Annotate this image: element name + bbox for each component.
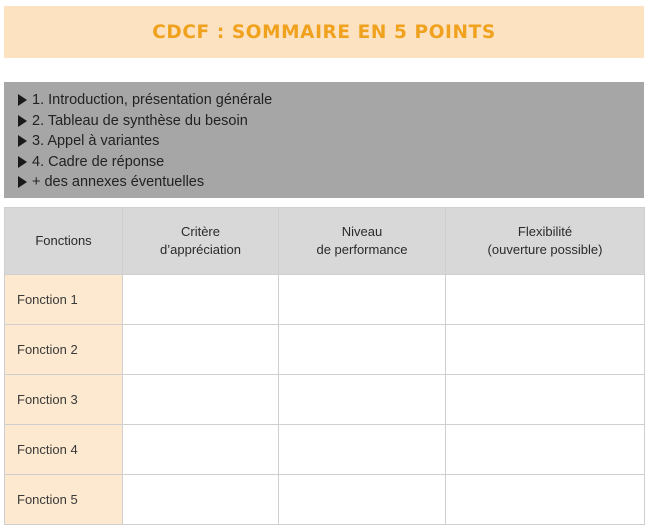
title-banner: CDCF : SOMMAIRE EN 5 POINTS <box>4 6 644 58</box>
summary-item-text: 3. Appel à variantes <box>32 133 160 150</box>
cell-flexibilite[interactable] <box>445 424 645 475</box>
cell-niveau[interactable] <box>278 274 446 325</box>
row-label: Fonction 2 <box>4 324 123 375</box>
summary-item-text: + des annexes éventuelles <box>32 174 205 191</box>
bullet-triangle-icon <box>18 155 27 168</box>
summary-item: 1. Introduction, présentation générale <box>18 90 644 111</box>
cell-critere[interactable] <box>122 324 279 375</box>
cell-critere[interactable] <box>122 474 279 525</box>
header-flexibilite: Flexibilité (ouverture possible) <box>445 207 645 275</box>
header-critere: Critère d’appréciation <box>122 207 279 275</box>
cell-niveau[interactable] <box>278 374 446 425</box>
cell-critere[interactable] <box>122 274 279 325</box>
header-niveau: Niveau de performance <box>278 207 446 275</box>
cell-niveau[interactable] <box>278 424 446 475</box>
summary-item-text: 4. Cadre de réponse <box>32 153 165 170</box>
summary-item-text: 1. Introduction, présentation générale <box>32 92 273 109</box>
bullet-triangle-icon <box>18 94 27 107</box>
summary-item: 4. Cadre de réponse <box>18 152 644 173</box>
summary-item: + des annexes éventuelles <box>18 172 644 193</box>
bullet-triangle-icon <box>18 176 27 189</box>
table-row: Fonction 3 <box>4 374 645 425</box>
row-label: Fonction 4 <box>4 424 123 475</box>
summary-box: 1. Introduction, présentation générale 2… <box>4 82 644 198</box>
table-header-row: Fonctions Critère d’appréciation Niveau de… <box>4 207 645 275</box>
cell-niveau[interactable] <box>278 474 446 525</box>
page-title: CDCF : SOMMAIRE EN 5 POINTS <box>152 21 496 43</box>
table-row: Fonction 1 <box>4 274 645 325</box>
header-fonctions: Fonctions <box>4 207 123 275</box>
summary-item: 2. Tableau de synthèse du besoin <box>18 111 644 132</box>
bullet-triangle-icon <box>18 135 27 148</box>
cell-flexibilite[interactable] <box>445 274 645 325</box>
cell-critere[interactable] <box>122 424 279 475</box>
cell-critere[interactable] <box>122 374 279 425</box>
table-row: Fonction 4 <box>4 424 645 475</box>
summary-item-text: 2. Tableau de synthèse du besoin <box>32 112 248 129</box>
table-row: Fonction 5 <box>4 474 645 525</box>
cell-flexibilite[interactable] <box>445 324 645 375</box>
bullet-triangle-icon <box>18 114 27 127</box>
summary-item: 3. Appel à variantes <box>18 131 644 152</box>
cell-flexibilite[interactable] <box>445 474 645 525</box>
row-label: Fonction 1 <box>4 274 123 325</box>
table-row: Fonction 2 <box>4 324 645 375</box>
row-label: Fonction 5 <box>4 474 123 525</box>
function-table: Fonctions Critère d’appréciation Niveau de… <box>4 207 645 525</box>
row-label: Fonction 3 <box>4 374 123 425</box>
cell-niveau[interactable] <box>278 324 446 375</box>
cell-flexibilite[interactable] <box>445 374 645 425</box>
